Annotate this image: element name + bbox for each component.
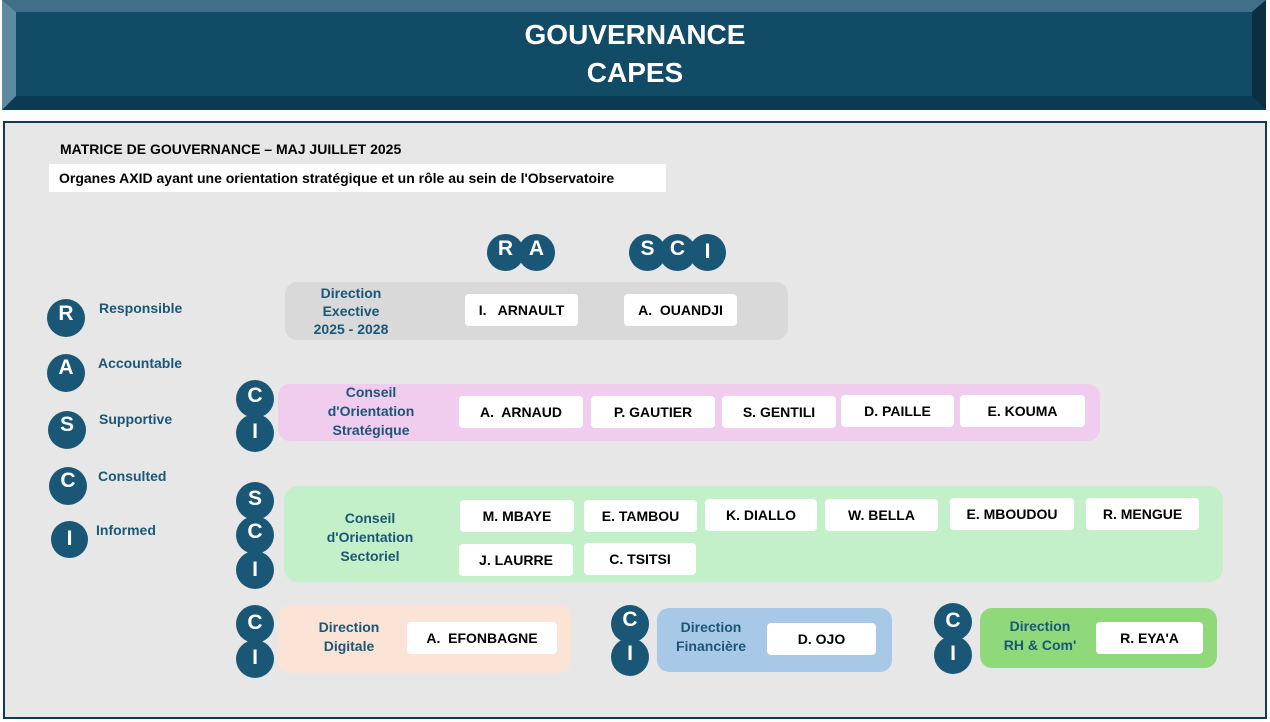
- member-bella: W. BELLA: [825, 499, 938, 531]
- legend-c-icon: C: [49, 467, 87, 505]
- member-tsitsi: C. TSITSI: [584, 543, 696, 575]
- legend-s-icon: S: [48, 411, 86, 449]
- column-role-c-icon: C: [659, 234, 696, 271]
- member-arnault: I. ARNAULT: [465, 294, 578, 326]
- header-title-line2: CAPES: [586, 57, 684, 88]
- subtitle-box: [49, 164, 666, 192]
- df-role-c-icon: C: [611, 605, 649, 643]
- member-arnaud: A. ARNAUD: [459, 396, 583, 428]
- direction-digitale-title: Direction Digitale: [296, 618, 402, 656]
- title-line: d'Orientation: [327, 403, 415, 419]
- member-ouandji: A. OUANDJI: [624, 294, 737, 326]
- column-role-i-icon: I: [689, 234, 726, 271]
- member-ojo: D. OJO: [767, 623, 876, 655]
- legend-r-icon: R: [47, 299, 85, 337]
- cosec-role-i-icon: I: [236, 551, 274, 589]
- legend-a-label: Accountable: [98, 355, 183, 371]
- header-bevel-right: [1252, 0, 1266, 110]
- conseil-sectoriel-title: Conseil d'Orientation Sectoriel: [310, 509, 430, 566]
- header-title-line1: GOUVERNANCE: [524, 19, 746, 50]
- legend-r-label: Responsible: [99, 300, 183, 316]
- direction-executive-title: Direction Exective 2025 - 2028: [296, 284, 406, 338]
- legend-c-label: Consulted: [98, 468, 167, 484]
- member-paille: D. PAILLE: [841, 395, 954, 427]
- title-line: Conseil: [345, 384, 397, 400]
- legend-a-icon: A: [47, 354, 85, 392]
- header-banner: [2, 0, 1266, 110]
- member-mengue: R. MENGUE: [1086, 498, 1199, 530]
- title-line: Direction: [320, 285, 382, 301]
- title-line: Direction: [680, 619, 742, 635]
- dd-role-i-icon: I: [236, 640, 274, 678]
- member-gautier: P. GAUTIER: [591, 396, 715, 428]
- member-efonbagne: A. EFONBAGNE: [407, 622, 557, 654]
- title-line: d'Orientation: [326, 529, 414, 545]
- title-line: 2025 - 2028: [313, 321, 389, 337]
- conseil-strategique-title: Conseil d'Orientation Stratégique: [311, 383, 431, 440]
- header-bevel-bottom: [2, 96, 1266, 110]
- member-tambou: E. TAMBOU: [584, 500, 697, 532]
- member-gentili: S. GENTILI: [722, 396, 836, 428]
- member-laurre: J. LAURRE: [459, 544, 573, 576]
- header-bevel-left: [2, 0, 16, 110]
- matrix-title: MATRICE DE GOUVERNANCE – MAJ JUILLET 202…: [60, 141, 402, 157]
- column-role-r-icon: R: [487, 234, 524, 271]
- member-diallo: K. DIALLO: [705, 499, 817, 531]
- member-mbaye: M. MBAYE: [460, 500, 574, 532]
- member-kouma: E. KOUMA: [960, 395, 1085, 427]
- title-line: Conseil: [344, 510, 396, 526]
- legend-i-label: Informed: [96, 522, 156, 538]
- dd-role-c-icon: C: [236, 605, 274, 643]
- member-mboudou: E. MBOUDOU: [950, 498, 1074, 530]
- column-role-a-icon: A: [518, 234, 555, 271]
- cosec-role-c-icon: C: [236, 516, 274, 554]
- cos-role-i-icon: I: [236, 414, 274, 452]
- df-role-i-icon: I: [611, 638, 649, 676]
- subtitle: Organes AXID ayant une orientation strat…: [59, 170, 615, 186]
- drh-role-i-icon: I: [934, 636, 972, 674]
- title-line: Direction: [1009, 618, 1071, 634]
- legend-i-icon: I: [51, 521, 88, 558]
- legend-s-label: Supportive: [99, 411, 173, 427]
- drh-role-c-icon: C: [934, 603, 972, 641]
- title-line: Sectoriel: [340, 548, 400, 564]
- header-bevel-top: [2, 0, 1266, 12]
- title-line: Stratégique: [332, 422, 410, 438]
- direction-rh-title: Direction RH & Com': [990, 617, 1090, 655]
- title-line: RH & Com': [1003, 637, 1077, 653]
- member-eyaa: R. EYA'A: [1096, 622, 1203, 654]
- direction-financiere-title: Direction Financière: [664, 618, 758, 656]
- title-line: Financière: [675, 638, 747, 654]
- cosec-role-s-icon: S: [236, 482, 274, 520]
- title-line: Digitale: [323, 638, 375, 654]
- cos-role-c-icon: C: [236, 380, 274, 418]
- title-line: Exective: [322, 303, 380, 319]
- title-line: Direction: [318, 619, 380, 635]
